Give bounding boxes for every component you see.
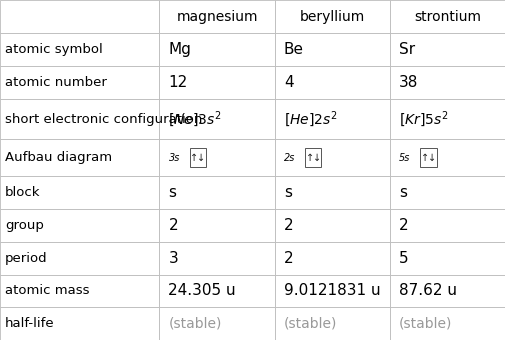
Bar (274, 209, 389, 242)
Bar (0, 33, 159, 66)
Text: 87.62 u: 87.62 u (398, 283, 457, 299)
Bar (389, 242, 505, 274)
Text: short electronic configuration: short electronic configuration (5, 113, 202, 126)
Bar (159, 307, 274, 340)
Bar (274, 139, 389, 176)
Bar (274, 0, 389, 33)
Text: (stable): (stable) (398, 317, 451, 330)
Text: ↑: ↑ (305, 153, 313, 163)
Text: half-life: half-life (5, 317, 55, 330)
Text: 2: 2 (398, 218, 408, 233)
Bar (189, 148, 206, 167)
Text: ↓: ↓ (427, 153, 435, 163)
Bar (389, 274, 505, 307)
Text: Sr: Sr (398, 42, 415, 57)
Text: group: group (5, 219, 44, 232)
Text: block: block (5, 186, 40, 199)
Bar (159, 176, 274, 209)
Text: 3: 3 (168, 251, 178, 266)
Bar (389, 66, 505, 99)
Text: (stable): (stable) (283, 317, 336, 330)
Text: 24.305 u: 24.305 u (168, 283, 236, 299)
Text: Aufbau diagram: Aufbau diagram (5, 151, 112, 164)
Text: period: period (5, 252, 47, 265)
Text: atomic symbol: atomic symbol (5, 43, 103, 56)
Text: $[Ne]3s^{2}$: $[Ne]3s^{2}$ (168, 109, 222, 129)
Bar (274, 242, 389, 274)
Bar (159, 139, 274, 176)
Text: 12: 12 (168, 75, 187, 90)
Text: $[He]2s^{2}$: $[He]2s^{2}$ (283, 109, 336, 129)
Bar (0, 209, 159, 242)
Bar (0, 99, 159, 139)
Bar (0, 66, 159, 99)
Text: 2: 2 (283, 218, 293, 233)
Bar (274, 274, 389, 307)
Text: 3s: 3s (168, 153, 179, 163)
Text: atomic mass: atomic mass (5, 284, 89, 298)
Bar (274, 99, 389, 139)
Text: 2: 2 (168, 218, 178, 233)
Text: ↓: ↓ (312, 153, 320, 163)
Bar (389, 307, 505, 340)
Bar (305, 148, 321, 167)
Text: s: s (283, 185, 291, 200)
Bar (159, 274, 274, 307)
Bar (0, 242, 159, 274)
Bar (389, 99, 505, 139)
Text: s: s (398, 185, 407, 200)
Text: magnesium: magnesium (176, 10, 258, 24)
Bar (0, 274, 159, 307)
Text: strontium: strontium (414, 10, 481, 24)
Text: 5: 5 (398, 251, 408, 266)
Bar (159, 242, 274, 274)
Bar (0, 176, 159, 209)
Text: ↑: ↑ (420, 153, 428, 163)
Bar (274, 66, 389, 99)
Bar (159, 209, 274, 242)
Bar (389, 33, 505, 66)
Bar (274, 307, 389, 340)
Bar (0, 307, 159, 340)
Bar (274, 33, 389, 66)
Text: 5s: 5s (398, 153, 410, 163)
Text: ↓: ↓ (197, 153, 205, 163)
Bar (159, 0, 274, 33)
Text: 4: 4 (283, 75, 293, 90)
Bar (274, 176, 389, 209)
Bar (389, 139, 505, 176)
Text: $[Kr]5s^{2}$: $[Kr]5s^{2}$ (398, 109, 448, 129)
Text: 2s: 2s (283, 153, 294, 163)
Bar (0, 0, 159, 33)
Bar (159, 99, 274, 139)
Bar (159, 66, 274, 99)
Bar (389, 0, 505, 33)
Text: beryllium: beryllium (299, 10, 364, 24)
Text: atomic number: atomic number (5, 76, 107, 89)
Text: s: s (168, 185, 176, 200)
Bar (389, 176, 505, 209)
Bar (0, 139, 159, 176)
Text: Be: Be (283, 42, 304, 57)
Text: (stable): (stable) (168, 317, 221, 330)
Text: 38: 38 (398, 75, 418, 90)
Bar (420, 148, 436, 167)
Bar (389, 209, 505, 242)
Text: 9.0121831 u: 9.0121831 u (283, 283, 380, 299)
Text: Mg: Mg (168, 42, 191, 57)
Bar (159, 33, 274, 66)
Text: 2: 2 (283, 251, 293, 266)
Text: ↑: ↑ (190, 153, 198, 163)
